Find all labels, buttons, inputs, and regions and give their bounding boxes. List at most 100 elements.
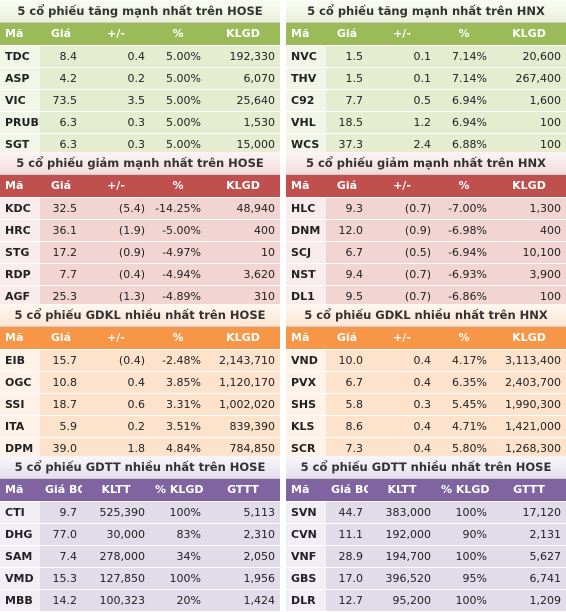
data-cell: 192,330 [206,46,280,67]
header-row: Mã Giá +/-% KLGD [0,23,280,46]
data-cell: 8.6 [326,416,368,437]
column-header: KLTT [387,483,417,496]
data-cell: 0.4 [368,372,436,393]
data-cell: 7.14% [436,68,492,89]
data-cell: 15,000 [206,134,280,155]
data-cell: 3,620 [206,264,280,285]
data-row: CVN 11.1 192,000 90% 2,131 [286,524,566,546]
data-cell: 1,956 [206,568,280,589]
data-cell: 7.7 [326,90,368,111]
data-cell: -7.00% [436,198,492,219]
header-row: Mã Giá +/-% KLGD [286,175,566,198]
data-cell: 90% [436,524,492,545]
data-row: SCJ 6.7 (0.5) -6.94% 10,100 [286,242,566,264]
data-row: AGF 25.3 (1.3) -4.89% 310 [0,286,280,308]
data-cell: 6.7 [326,372,368,393]
data-row: ASP 4.2 0.2 5.00% 6,070 [0,68,280,90]
ticker-cell: CVN [286,524,326,545]
panel-title: 5 cổ phiếu giảm mạnh nhất trên HOSE [0,152,280,175]
header-row: Mã Giá +/-% KLGD [286,23,566,46]
data-cell: 9.3 [326,198,368,219]
data-cell: 0.5 [368,90,436,111]
column-header: Giá [50,27,72,40]
data-cell: 100% [436,546,492,567]
data-cell: 1.5 [326,68,368,89]
ticker-cell: PRUBF [0,112,40,133]
panel-title: 5 cổ phiếu giảm mạnh nhất trên HNX [286,152,566,175]
ticker-cell: HRC [0,220,40,241]
data-cell: 20,600 [492,46,566,67]
column-header: Giá [336,179,358,192]
data-row: VND 10.0 0.4 4.17% 3,113,400 [286,350,566,372]
data-cell: 400 [492,220,566,241]
data-row: WCS 37.3 2.4 6.88% 100 [286,134,566,156]
ticker-cell: DNM [286,220,326,241]
data-cell: 7.14% [436,46,492,67]
column-header: KLGD [226,179,260,192]
data-cell: 0.2 [82,416,150,437]
header-row: Mã Giá BQ KLTT % KLGD GTTT [0,479,280,502]
data-cell: 396,520 [368,568,436,589]
data-cell: 5.80% [436,438,492,459]
data-cell: 3.85% [150,372,206,393]
ticker-cell: CTI [0,502,40,523]
column-header: +/- [107,331,125,344]
data-cell: 8.4 [40,46,82,67]
data-cell: 310 [206,286,280,307]
data-cell: 5,627 [492,546,566,567]
data-cell: 36.1 [40,220,82,241]
data-cell: (0.7) [368,264,436,285]
data-cell: 1,530 [206,112,280,133]
column-header: KLGD [226,331,260,344]
data-cell: 6.3 [40,134,82,155]
ticker-cell: VMD [0,568,40,589]
header-row: Mã Giá +/-% KLGD [0,175,280,198]
column-header: KLGD [512,27,546,40]
column-header: % KLGD [155,483,204,496]
data-cell: -5.00% [150,220,206,241]
stock-panel: 5 cổ phiếu giảm mạnh nhất trên HNX Mã Giá +… [286,152,566,308]
ticker-cell: VIC [0,90,40,111]
data-cell: 6.35% [436,372,492,393]
data-cell: 14.2 [40,590,82,611]
data-cell: 5.00% [150,90,206,111]
panel-title: 5 cổ phiếu GDTT nhiều nhất trên HOSE [0,456,280,479]
data-cell: 784,850 [206,438,280,459]
data-cell: 5.00% [150,134,206,155]
data-row: NST 9.4 (0.7) -6.93% 3,900 [286,264,566,286]
data-cell: 1,002,020 [206,394,280,415]
data-cell: 100% [150,568,206,589]
data-cell: 0.4 [82,46,150,67]
ticker-cell: SCR [286,438,326,459]
data-cell: (1.9) [82,220,150,241]
column-header: Giá [50,331,72,344]
column-header: Mã [5,179,24,192]
data-row: SVN 44.7 383,000 100% 17,120 [286,502,566,524]
data-row: DHG 77.0 30,000 83% 2,310 [0,524,280,546]
data-cell: 383,000 [368,502,436,523]
data-row: SSI 18.7 0.6 3.31% 1,002,020 [0,394,280,416]
data-cell: 5.9 [40,416,82,437]
column-header: Giá BQ [331,483,368,496]
data-cell: (0.4) [82,350,150,371]
data-cell: 267,400 [492,68,566,89]
column-header: % [172,331,184,344]
ticker-cell: VHL [286,112,326,133]
data-cell: 400 [206,220,280,241]
data-row: VHL 18.5 1.2 6.94% 100 [286,112,566,134]
data-cell: 100% [150,502,206,523]
column-header: Mã [291,331,310,344]
data-cell: 6.94% [436,112,492,133]
column-header: Mã [5,27,24,40]
data-row: EIB 15.7 (0.4) -2.48% 2,143,710 [0,350,280,372]
data-cell: 3.5 [82,90,150,111]
data-cell: 10,100 [492,242,566,263]
data-cell: 2,403,700 [492,372,566,393]
data-cell: 100% [436,502,492,523]
data-cell: 1.2 [368,112,436,133]
data-cell: 1.8 [82,438,150,459]
data-row: SCR 7.3 0.4 5.80% 1,268,300 [286,438,566,460]
data-cell: 25.3 [40,286,82,307]
data-row: NVC 1.5 0.1 7.14% 20,600 [286,46,566,68]
